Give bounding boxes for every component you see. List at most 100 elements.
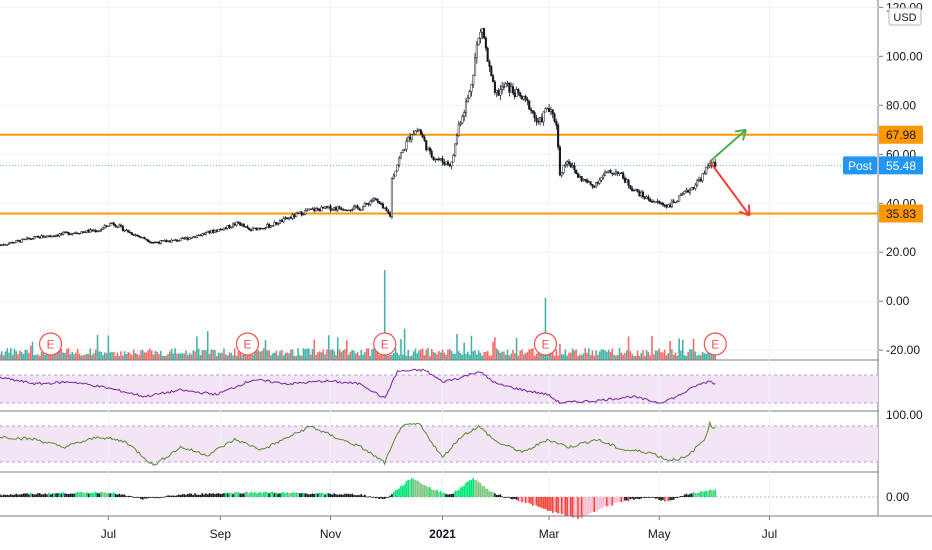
histogram-bar: [486, 488, 489, 497]
histogram-bar: [575, 497, 577, 518]
volume-bar: [96, 335, 99, 360]
histogram-bar: [465, 482, 467, 497]
histogram-bar: [64, 493, 66, 497]
volume-bar: [356, 352, 359, 360]
candle-body: [641, 191, 645, 197]
volume-bar: [8, 352, 10, 360]
volume-bar: [219, 353, 222, 360]
histogram-bar: [705, 490, 708, 497]
volume-bar: [676, 355, 679, 360]
volume-bar: [454, 353, 456, 360]
candle-body: [473, 57, 477, 76]
histogram-bar: [382, 497, 384, 500]
histogram-bar: [208, 493, 211, 497]
histogram-bar: [75, 492, 77, 497]
histogram-bar: [6, 494, 9, 497]
earnings-marker[interactable]: E: [533, 332, 558, 356]
histogram-bar: [510, 497, 512, 500]
candle-body: [150, 241, 153, 244]
volume-bar: [680, 350, 682, 360]
volume-bar: [273, 352, 276, 360]
histogram-bar: [17, 494, 19, 497]
histogram-bar: [342, 494, 344, 497]
volume-bar: [322, 349, 325, 360]
volume-bar: [4, 351, 7, 360]
volume-bar: [470, 335, 473, 360]
volume-bar: [336, 337, 339, 360]
volume-bar: [374, 350, 377, 360]
histogram-bar: [159, 497, 162, 498]
histogram-bar: [588, 497, 590, 515]
histogram-bar: [438, 492, 440, 497]
volume-bar: [423, 355, 426, 360]
volume-bar: [568, 352, 570, 360]
volume-bar: [271, 353, 274, 360]
candle-body: [42, 235, 45, 238]
histogram-bar: [564, 497, 567, 516]
candle-body: [694, 184, 697, 189]
earnings-marker[interactable]: E: [38, 332, 63, 356]
volume-bar: [376, 350, 379, 360]
candle-body: [273, 222, 276, 226]
volume-bar: [405, 355, 408, 360]
histogram-bar: [400, 485, 402, 497]
histogram-bar: [593, 497, 596, 513]
histogram-bar: [401, 485, 404, 497]
histogram-bar: [580, 497, 583, 518]
histogram-bar: [31, 493, 34, 497]
histogram-bar: [611, 497, 614, 506]
candle-body: [134, 234, 137, 236]
candle-body: [461, 116, 464, 124]
volume-bar: [501, 351, 503, 360]
candle-body: [631, 188, 634, 192]
histogram-bar: [228, 492, 231, 497]
candle-body: [365, 203, 368, 205]
candle-body: [685, 189, 688, 192]
histogram-bar: [360, 494, 363, 497]
candle-body: [51, 235, 54, 237]
volume-bar: [681, 339, 684, 360]
histogram-bar: [591, 497, 594, 512]
volume-bar: [499, 352, 502, 360]
candle-body: [399, 152, 403, 159]
volume-bar: [578, 354, 581, 360]
candle-body: [531, 110, 534, 113]
histogram-bar: [333, 493, 335, 497]
histogram-bar: [385, 497, 388, 498]
volume-bar: [467, 351, 469, 360]
volume-bar: [522, 354, 525, 360]
projection-arrow-down: [709, 161, 751, 217]
candle-body: [654, 201, 657, 203]
histogram-bar: [499, 494, 502, 497]
volume-bar: [627, 336, 630, 360]
histogram-bar: [700, 490, 702, 497]
candle-body: [417, 129, 421, 132]
histogram-bar: [371, 497, 373, 498]
currency-label[interactable]: USD: [888, 7, 922, 26]
candle-body: [466, 97, 469, 102]
volume-bar: [42, 353, 45, 360]
volume-bar: [620, 352, 623, 360]
candle-body: [248, 227, 251, 231]
volume-bar: [591, 350, 594, 360]
volume-bar: [100, 351, 102, 360]
candle-body: [416, 130, 419, 132]
volume-bar: [111, 351, 113, 360]
histogram-bar: [37, 493, 39, 497]
earnings-marker[interactable]: E: [703, 332, 727, 356]
earnings-marker[interactable]: E: [373, 332, 397, 356]
candle-body: [44, 236, 47, 239]
histogram-bar: [165, 496, 167, 497]
volume-bar: [409, 355, 411, 360]
earnings-marker[interactable]: E: [235, 332, 260, 356]
candle-body: [116, 226, 119, 228]
histogram-bar: [300, 493, 303, 497]
histogram-bar: [264, 491, 267, 497]
volume-bar: [114, 355, 117, 360]
histogram-bar: [376, 496, 379, 498]
candle-body: [640, 191, 643, 197]
histogram-bar: [483, 485, 485, 497]
volume-bar: [22, 353, 25, 360]
candle-body: [687, 189, 690, 193]
